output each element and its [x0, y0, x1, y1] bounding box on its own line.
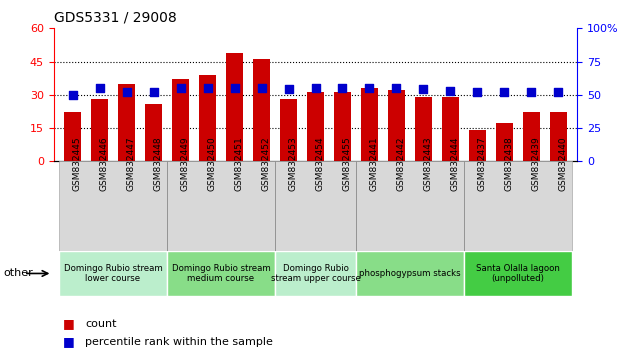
Bar — [497, 124, 512, 161]
Text: other: other — [3, 268, 33, 279]
Bar — [91, 99, 108, 161]
Bar — [389, 90, 404, 161]
Point — [391, 85, 401, 91]
Text: GSM832444: GSM832444 — [451, 137, 459, 191]
Text: GSM832445: GSM832445 — [73, 136, 81, 191]
Bar — [469, 130, 486, 161]
Bar — [356, 161, 464, 251]
Point — [473, 89, 483, 95]
Point — [553, 89, 563, 95]
Bar — [356, 251, 464, 296]
Bar — [523, 113, 540, 161]
Point — [95, 85, 105, 91]
Point — [526, 89, 536, 95]
Bar — [145, 103, 162, 161]
Text: GSM832441: GSM832441 — [370, 136, 379, 191]
Bar — [167, 161, 275, 251]
Point — [445, 88, 456, 93]
Text: GSM832453: GSM832453 — [288, 136, 297, 191]
Text: GDS5331 / 29008: GDS5331 / 29008 — [54, 11, 177, 25]
Bar — [59, 161, 167, 251]
Text: GSM832447: GSM832447 — [127, 136, 136, 191]
Bar — [307, 92, 324, 161]
Point — [256, 85, 266, 91]
Bar — [119, 84, 134, 161]
Point — [175, 85, 186, 91]
Bar — [550, 113, 567, 161]
Bar — [464, 251, 572, 296]
Point — [148, 89, 158, 95]
Point — [338, 85, 348, 91]
Point — [122, 89, 132, 95]
Text: percentile rank within the sample: percentile rank within the sample — [85, 337, 273, 347]
Bar — [167, 251, 275, 296]
Bar — [415, 97, 432, 161]
Bar — [59, 251, 167, 296]
Text: GSM832449: GSM832449 — [180, 136, 189, 191]
Text: GSM832442: GSM832442 — [396, 137, 406, 191]
Bar — [254, 59, 269, 161]
Point — [203, 85, 213, 91]
Point — [499, 89, 509, 95]
Bar — [334, 92, 351, 161]
Bar — [442, 97, 459, 161]
Text: GSM832437: GSM832437 — [478, 136, 487, 191]
Text: Domingo Rubio stream
medium course: Domingo Rubio stream medium course — [172, 264, 271, 283]
Text: Domingo Rubio stream
lower course: Domingo Rubio stream lower course — [64, 264, 162, 283]
Text: GSM832451: GSM832451 — [235, 136, 244, 191]
Text: Domingo Rubio
stream upper course: Domingo Rubio stream upper course — [271, 264, 360, 283]
Text: Santa Olalla lagoon
(unpolluted): Santa Olalla lagoon (unpolluted) — [476, 264, 560, 283]
Point — [68, 92, 78, 97]
Point — [283, 86, 293, 92]
Text: GSM832443: GSM832443 — [423, 136, 432, 191]
Bar — [227, 53, 242, 161]
Text: GSM832454: GSM832454 — [316, 136, 324, 191]
Text: GSM832450: GSM832450 — [208, 136, 216, 191]
Text: ■: ■ — [63, 335, 75, 348]
Bar — [275, 251, 356, 296]
Text: count: count — [85, 319, 117, 329]
Point — [418, 86, 428, 92]
Text: GSM832438: GSM832438 — [504, 136, 514, 191]
Bar — [275, 161, 356, 251]
Bar — [64, 113, 81, 161]
Point — [310, 85, 321, 91]
Text: GSM832452: GSM832452 — [261, 136, 271, 191]
Point — [230, 85, 240, 91]
Point — [365, 85, 375, 91]
Bar — [280, 99, 297, 161]
Bar — [172, 79, 189, 161]
Text: GSM832439: GSM832439 — [531, 136, 541, 191]
Text: GSM832440: GSM832440 — [558, 136, 567, 191]
Bar — [362, 88, 377, 161]
Text: GSM832448: GSM832448 — [153, 136, 163, 191]
Text: GSM832446: GSM832446 — [100, 136, 109, 191]
Bar — [199, 75, 216, 161]
Text: phosphogypsum stacks: phosphogypsum stacks — [359, 269, 461, 278]
Text: GSM832455: GSM832455 — [343, 136, 351, 191]
Bar — [464, 161, 572, 251]
Text: ■: ■ — [63, 318, 75, 330]
